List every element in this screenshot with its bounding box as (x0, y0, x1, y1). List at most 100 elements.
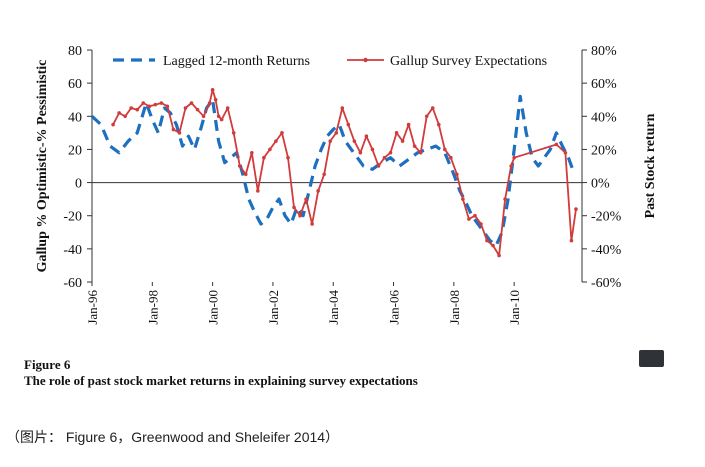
gallup-point (424, 114, 429, 119)
gallup-point (268, 147, 272, 152)
gallup-point (418, 150, 423, 155)
left-tick-label: -40 (63, 243, 82, 258)
right-y-ticks: 80% 60% 40% 20% 0% -20% -40% -60% (582, 44, 622, 291)
gallup-point (292, 205, 296, 210)
gallup-point (449, 155, 453, 160)
gallup-point (210, 87, 215, 92)
gallup-point (406, 122, 411, 127)
gallup-point (225, 106, 230, 110)
figure-number: Figure 6 (24, 357, 71, 372)
y-axis-label-right: Past Stock return (643, 113, 658, 218)
gallup-point (207, 101, 212, 105)
gallup-point (298, 213, 302, 218)
gallup-point (159, 101, 164, 105)
source-note: （图片： Figure 6，Greenwood and Sheleifer 20… (6, 429, 340, 445)
gallup-point (358, 150, 363, 155)
gallup-point (467, 217, 471, 221)
series-layer (90, 87, 578, 258)
gallup-point (563, 150, 568, 155)
figure-caption: The role of past stock market returns in… (24, 373, 418, 388)
legend-lagged-returns-label: Lagged 12-month Returns (163, 54, 310, 69)
gallup-point (370, 147, 375, 152)
y-axis-label-left: Gallup % Optimistic-% Pessimistic (35, 60, 50, 273)
legend-gallup-label: Gallup Survey Expectations (390, 54, 547, 69)
gallup-point (491, 243, 495, 248)
gallup-point (436, 122, 441, 127)
gallup-point (443, 147, 447, 152)
gallup-point (243, 172, 248, 177)
lagged-returns-line (90, 94, 577, 248)
x-tick-label: Jan-02 (266, 290, 281, 325)
gallup-point (280, 131, 284, 135)
left-y-ticks: 80 60 40 20 0 -20 -40 -60 (63, 44, 92, 291)
gallup-point (135, 107, 140, 112)
gallup-point (473, 213, 477, 218)
gallup-point (430, 106, 435, 110)
gallup-point (574, 207, 578, 211)
left-tick-label: 80 (68, 44, 82, 59)
gallup-point (231, 131, 236, 135)
left-tick-label: 20 (68, 143, 82, 158)
x-tick-label: Jan-10 (507, 290, 522, 325)
right-tick-label: 0% (591, 177, 610, 192)
right-tick-label: -20% (591, 210, 622, 225)
gallup-point (147, 104, 152, 109)
gallup-point (346, 122, 351, 127)
gallup-point (376, 164, 381, 168)
gallup-point (189, 101, 194, 105)
left-tick-label: -60 (63, 276, 82, 291)
x-tick-label: Jan-04 (326, 290, 341, 325)
gallup-point (352, 139, 357, 143)
gallup-point (412, 144, 417, 148)
gallup-point (141, 101, 146, 105)
gallup-point (400, 139, 405, 143)
gallup-point (485, 238, 489, 243)
x-ticks: Jan-96 Jan-98 Jan-00 Jan-02 Jan-04 Jan-06 Jan-… (85, 282, 522, 325)
gallup-point (569, 238, 574, 243)
gallup-point (111, 122, 115, 127)
gallup-point (310, 222, 314, 226)
gallup-point (213, 97, 218, 102)
right-tick-label: 60% (591, 77, 617, 92)
gallup-point (334, 131, 339, 135)
x-tick-label: Jan-00 (206, 290, 221, 325)
gallup-point (195, 107, 200, 112)
gallup-point (177, 131, 182, 135)
left-tick-label: 60 (68, 77, 82, 92)
gallup-point (286, 155, 290, 160)
gallup-point (165, 104, 170, 109)
gallup-point (274, 139, 278, 143)
gallup-point (364, 134, 369, 138)
x-tick-label: Jan-98 (145, 290, 160, 325)
gallup-point (512, 155, 516, 160)
gallup-point (153, 102, 158, 107)
gallup-point (328, 139, 333, 143)
gallup-point (394, 131, 399, 135)
legend: Lagged 12-month Returns Gallup Survey Ex… (113, 54, 547, 69)
gallup-point (183, 106, 188, 110)
gallup-point (503, 197, 507, 201)
gallup-point (509, 164, 513, 168)
gallup-point (340, 106, 345, 110)
gallup-point (129, 106, 133, 110)
left-tick-label: -20 (63, 210, 82, 225)
left-tick-label: 0 (75, 177, 82, 192)
chart-figure: 80 60 40 20 0 -20 -40 -60 80% 60% 40% 20% 0% -20% -40… (35, 44, 658, 325)
right-tick-label: -60% (591, 276, 622, 291)
right-tick-label: 80% (591, 44, 617, 59)
gallup-point (219, 117, 224, 122)
gallup-point (201, 114, 206, 119)
gallup-point (316, 189, 320, 193)
x-tick-label: Jan-96 (85, 290, 100, 325)
gallup-point (322, 172, 326, 177)
gallup-point (250, 150, 254, 155)
gallup-point (216, 114, 221, 119)
left-tick-label: 40 (68, 110, 82, 125)
gallup-point (388, 150, 393, 155)
gallup-point (455, 172, 459, 177)
gallup-point (117, 111, 121, 115)
gallup-point (123, 114, 127, 119)
gallup-expectations-line (112, 88, 577, 257)
gallup-point (237, 164, 242, 168)
right-tick-label: 20% (591, 143, 617, 158)
